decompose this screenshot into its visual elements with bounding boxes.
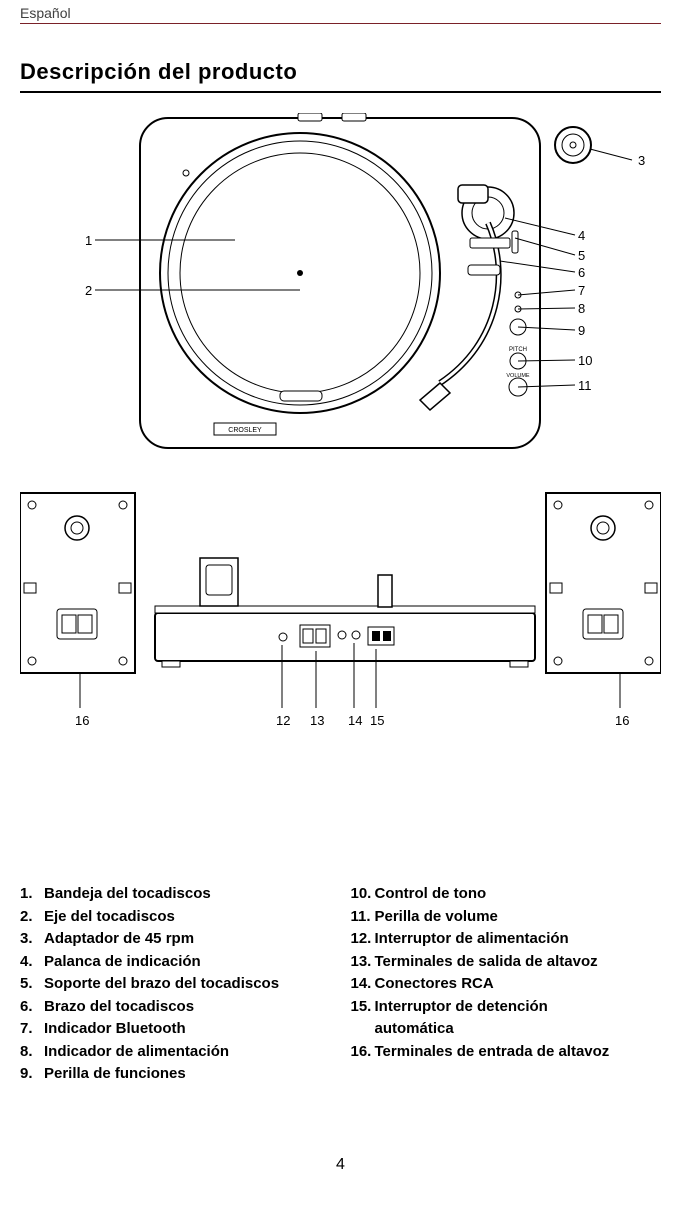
parts-item-text: Terminales de salida de altavoz — [375, 951, 598, 974]
callout-4: 4 — [578, 228, 585, 243]
parts-item: 7.Indicador Bluetooth — [20, 1018, 331, 1041]
parts-item-text: Interruptor de detención — [375, 996, 548, 1019]
parts-col-right: 10.Control de tono11.Perilla de volume12… — [351, 883, 662, 1086]
parts-item-text: Control de tono — [375, 883, 487, 906]
parts-item-text: Adaptador de 45 rpm — [44, 928, 194, 951]
parts-item: 10.Control de tono — [351, 883, 662, 906]
parts-item-text: Indicador Bluetooth — [44, 1018, 186, 1041]
parts-item: 16.Terminales de entrada de altavoz — [351, 1041, 662, 1064]
parts-item: 1.Bandeja del tocadiscos — [20, 883, 331, 906]
callout-7: 7 — [578, 283, 585, 298]
parts-item-text: Perilla de volume — [375, 906, 498, 929]
parts-item-number: 4. — [20, 951, 44, 974]
parts-item-text: Soporte del brazo del tocadiscos — [44, 973, 279, 996]
page: Español Descripción del producto CROSLEY — [0, 0, 681, 1214]
product-diagram: CROSLEY PITCH VOL — [20, 113, 661, 773]
callout-11: 11 — [578, 378, 592, 393]
parts-item: automática — [351, 1018, 662, 1041]
parts-lists: 1.Bandeja del tocadiscos2.Eje del tocadi… — [20, 883, 661, 1086]
language-label: Español — [20, 5, 71, 21]
header-row: Español — [20, 0, 661, 24]
parts-item: 13.Terminales de salida de altavoz — [351, 951, 662, 974]
callout-13: 13 — [310, 713, 324, 728]
parts-item-text: Terminales de entrada de altavoz — [375, 1041, 610, 1064]
parts-item: 14.Conectores RCA — [351, 973, 662, 996]
parts-item-text: Interruptor de alimentación — [375, 928, 569, 951]
parts-item-text: Conectores RCA — [375, 973, 494, 996]
parts-item: 12.Interruptor de alimentación — [351, 928, 662, 951]
parts-item-text: Eje del tocadiscos — [44, 906, 175, 929]
parts-item-text: Palanca de indicación — [44, 951, 201, 974]
parts-item-text: automática — [375, 1018, 454, 1041]
diagram-svg: CROSLEY PITCH VOL — [20, 113, 661, 733]
callout-8: 8 — [578, 301, 585, 316]
parts-item-number: 1. — [20, 883, 44, 906]
parts-item-number: 5. — [20, 973, 44, 996]
parts-item: 15.Interruptor de detención — [351, 996, 662, 1019]
parts-item-number: 10. — [351, 883, 375, 906]
callout-9: 9 — [578, 323, 585, 338]
parts-item-number: 14. — [351, 973, 375, 996]
parts-item-number: 7. — [20, 1018, 44, 1041]
callout-14: 14 — [348, 713, 362, 728]
parts-item: 2.Eje del tocadiscos — [20, 906, 331, 929]
parts-item-number: 6. — [20, 996, 44, 1019]
callout-15: 15 — [370, 713, 384, 728]
callout-5: 5 — [578, 248, 585, 263]
parts-item-number: 11. — [351, 906, 375, 929]
parts-item-number: 2. — [20, 906, 44, 929]
callout-2: 2 — [85, 283, 92, 298]
callout-12: 12 — [276, 713, 290, 728]
parts-item-text: Indicador de alimentación — [44, 1041, 229, 1064]
page-number: 4 — [20, 1156, 661, 1174]
callout-16b: 16 — [615, 713, 629, 728]
callout-3: 3 — [638, 153, 645, 168]
callout-6: 6 — [578, 265, 585, 280]
parts-item: 8.Indicador de alimentación — [20, 1041, 331, 1064]
parts-item-number: 12. — [351, 928, 375, 951]
parts-item: 4.Palanca de indicación — [20, 951, 331, 974]
parts-item-number: 15. — [351, 996, 375, 1019]
parts-item-text: Bandeja del tocadiscos — [44, 883, 211, 906]
parts-item: 3.Adaptador de 45 rpm — [20, 928, 331, 951]
parts-item-number: 3. — [20, 928, 44, 951]
callout-10: 10 — [578, 353, 592, 368]
parts-col-left: 1.Bandeja del tocadiscos2.Eje del tocadi… — [20, 883, 331, 1086]
brand-label: CROSLEY — [228, 427, 262, 434]
parts-item-number: 9. — [20, 1063, 44, 1086]
section-title: Descripción del producto — [20, 59, 661, 93]
parts-item-number: 8. — [20, 1041, 44, 1064]
parts-item: 5.Soporte del brazo del tocadiscos — [20, 973, 331, 996]
parts-item-number: 13. — [351, 951, 375, 974]
parts-item-text: Brazo del tocadiscos — [44, 996, 194, 1019]
svg-text:PITCH: PITCH — [509, 347, 527, 353]
parts-item: 6.Brazo del tocadiscos — [20, 996, 331, 1019]
callout-1: 1 — [85, 233, 92, 248]
parts-item-number: 16. — [351, 1041, 375, 1064]
parts-item: 9.Perilla de funciones — [20, 1063, 331, 1086]
parts-item-text: Perilla de funciones — [44, 1063, 186, 1086]
callout-16a: 16 — [75, 713, 89, 728]
parts-item: 11.Perilla de volume — [351, 906, 662, 929]
